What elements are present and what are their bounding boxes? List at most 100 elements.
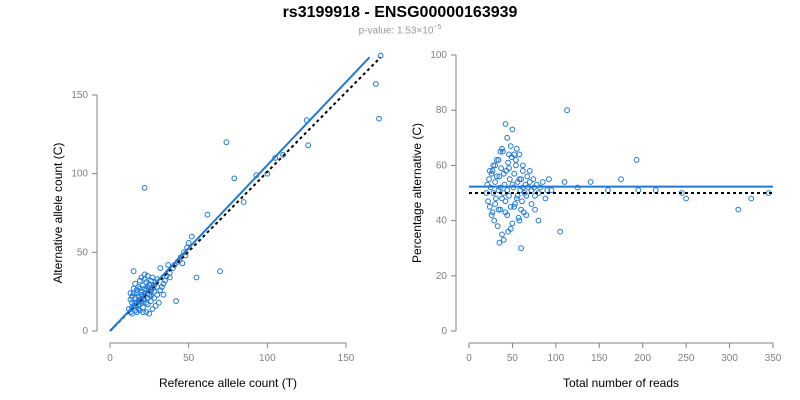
data-point xyxy=(530,176,537,183)
data-point xyxy=(499,145,505,152)
data-point xyxy=(526,168,533,174)
data-point xyxy=(526,179,533,185)
data-point xyxy=(173,298,180,305)
data-point xyxy=(513,195,520,202)
data-point xyxy=(129,310,135,317)
data-point xyxy=(502,198,509,205)
x-tick-label: 250 xyxy=(678,353,695,364)
x-axis-title: Total number of reads xyxy=(563,376,679,390)
x-tick-label: 300 xyxy=(721,353,738,364)
data-point xyxy=(151,295,158,301)
data-point xyxy=(486,176,492,183)
data-point xyxy=(146,310,153,317)
data-point xyxy=(518,206,524,213)
x-tick-label: 50 xyxy=(507,353,519,364)
data-point xyxy=(494,223,501,230)
data-point xyxy=(492,162,499,169)
data-point xyxy=(518,245,524,252)
data-point xyxy=(491,217,498,224)
data-point xyxy=(523,212,530,219)
data-point xyxy=(748,195,755,202)
data-point xyxy=(130,268,137,275)
data-point xyxy=(548,187,555,194)
y-tick-label: 100 xyxy=(430,50,447,61)
data-point xyxy=(511,203,518,210)
data-point xyxy=(511,170,518,177)
data-point xyxy=(231,175,238,182)
data-point xyxy=(486,168,493,174)
data-point xyxy=(513,162,519,169)
data-point xyxy=(513,157,519,163)
data-point xyxy=(154,291,161,298)
y-tick-label: 100 xyxy=(71,169,88,180)
data-point xyxy=(500,237,507,243)
data-point xyxy=(535,217,542,224)
data-point xyxy=(618,176,624,183)
data-point xyxy=(532,206,538,213)
data-point xyxy=(160,280,167,287)
data-point xyxy=(488,212,495,219)
data-point xyxy=(504,134,511,141)
data-point xyxy=(486,203,493,210)
data-point xyxy=(505,228,512,235)
data-point xyxy=(493,173,500,180)
data-points xyxy=(483,107,772,252)
chart-subtitle: p-value: 1.53×10−5 xyxy=(0,24,800,36)
data-point xyxy=(516,151,523,158)
x-tick-label: 200 xyxy=(634,353,651,364)
data-point xyxy=(513,145,520,152)
data-point xyxy=(502,121,509,127)
data-point xyxy=(493,157,500,163)
data-point xyxy=(492,201,499,207)
data-point xyxy=(520,162,526,169)
data-point xyxy=(217,268,224,275)
data-point xyxy=(683,195,689,202)
data-point xyxy=(557,228,564,235)
data-point xyxy=(506,176,513,183)
data-point xyxy=(144,301,151,308)
data-point xyxy=(140,304,146,311)
chart-title: rs3199918 - ENSG00000163939 xyxy=(282,4,518,21)
data-point xyxy=(140,282,146,289)
x-tick-label: 150 xyxy=(591,353,608,364)
data-point xyxy=(193,274,200,281)
data-point xyxy=(633,157,640,163)
x-tick-label: 350 xyxy=(765,353,782,364)
data-point xyxy=(505,159,512,166)
data-point xyxy=(587,179,594,185)
data-point xyxy=(506,165,512,172)
data-point xyxy=(160,291,167,298)
data-point xyxy=(490,162,497,169)
data-point xyxy=(130,285,137,292)
data-point xyxy=(489,209,496,216)
data-point xyxy=(204,211,211,218)
data-point xyxy=(496,173,503,180)
x-axis-title: Reference allele count (T) xyxy=(159,376,297,390)
data-point xyxy=(181,249,187,256)
y-tick-label: 80 xyxy=(436,105,448,116)
data-point xyxy=(143,309,150,316)
data-point xyxy=(506,192,512,199)
data-point xyxy=(127,290,134,297)
p-value-text: p-value: 1.53×10 xyxy=(358,25,434,37)
data-point xyxy=(179,260,186,267)
y-tick-label: 40 xyxy=(436,216,448,227)
data-point xyxy=(132,280,139,287)
x-tick-label: 50 xyxy=(183,353,195,364)
data-point xyxy=(166,274,173,281)
data-point xyxy=(140,309,146,316)
data-point xyxy=(520,168,526,174)
data-point xyxy=(182,252,189,259)
data-point xyxy=(148,293,154,300)
data-point xyxy=(188,233,195,240)
reference-line xyxy=(109,56,382,332)
data-point xyxy=(493,195,499,202)
data-point xyxy=(143,279,150,286)
data-point xyxy=(149,306,156,312)
data-point xyxy=(507,143,514,150)
x-tick-label: 100 xyxy=(548,353,565,364)
data-point xyxy=(305,142,312,149)
data-point xyxy=(141,184,148,191)
data-point xyxy=(496,239,503,246)
